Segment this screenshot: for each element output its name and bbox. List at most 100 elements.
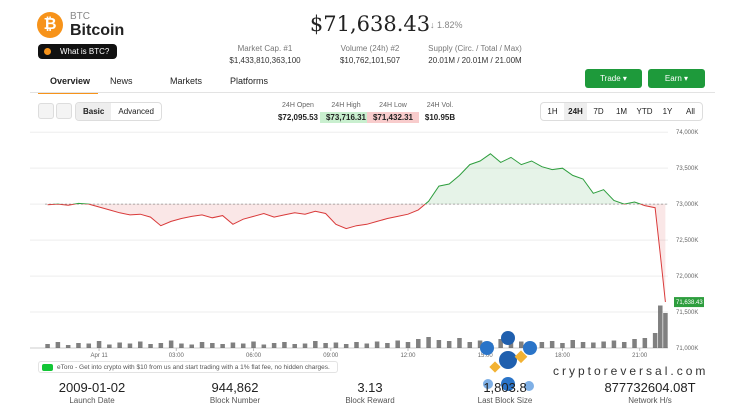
range-button[interactable]: 7D bbox=[593, 107, 604, 116]
day-stat-value: $71,432.31 bbox=[367, 112, 419, 123]
volume-bar bbox=[137, 341, 143, 348]
watermark: cryptoreversal.com bbox=[553, 364, 709, 378]
view-mode[interactable]: Basic bbox=[76, 103, 112, 120]
volume-bar bbox=[405, 342, 411, 348]
day-stat-label: 24H Low bbox=[379, 102, 407, 109]
volume-bar bbox=[374, 341, 380, 348]
price-line bbox=[47, 204, 666, 303]
stat-label: Volume (24h) #2 bbox=[340, 44, 400, 53]
last-price-tag bbox=[674, 297, 704, 308]
y-tick-label: 73,500K bbox=[676, 166, 698, 172]
tab[interactable]: Overview bbox=[38, 74, 98, 94]
day-stat-value: $10.95B bbox=[424, 113, 456, 122]
volume-bar bbox=[220, 344, 225, 348]
volume-bar bbox=[642, 338, 648, 348]
range-button[interactable]: All bbox=[686, 107, 695, 116]
volume-bar bbox=[199, 342, 205, 348]
footer-stat: 1,803.8 Last Block Size bbox=[435, 380, 575, 405]
x-tick-label: 03:00 bbox=[169, 353, 185, 359]
tab[interactable]: Markets bbox=[170, 76, 203, 86]
view-modes: Basic Advanced bbox=[75, 102, 162, 121]
volume-bar bbox=[282, 342, 287, 348]
info-chip[interactable]: What is BTC? bbox=[38, 44, 118, 59]
x-tick-label: 06:00 bbox=[246, 353, 262, 359]
last-price-label: 71,638.43 bbox=[676, 300, 703, 306]
volume-bar bbox=[601, 341, 606, 348]
volume-bar bbox=[271, 343, 277, 348]
day-stat: 24H Open $72,095.53 bbox=[272, 102, 324, 123]
x-tick-label: 09:00 bbox=[323, 353, 339, 359]
volume-bar bbox=[467, 342, 473, 348]
tab[interactable]: Platforms bbox=[230, 76, 269, 86]
footer-stat: 3.13 Block Reward bbox=[300, 380, 440, 405]
trade-button[interactable]: Trade bbox=[585, 69, 642, 88]
volume-bar bbox=[251, 341, 256, 348]
coin-symbol: BTC bbox=[70, 11, 90, 22]
watermark-logo bbox=[480, 331, 537, 391]
y-tick-label: 74,000K bbox=[676, 130, 698, 136]
volume-bar bbox=[261, 344, 267, 348]
volume-bar bbox=[107, 344, 112, 348]
coin-logo: ₿ bbox=[37, 12, 63, 38]
promo-banner[interactable]: eToro - Get into crypto with $10 from us… bbox=[38, 361, 338, 373]
volume-bar bbox=[45, 344, 50, 348]
volume-bar bbox=[96, 341, 102, 348]
volume-bar bbox=[416, 339, 421, 348]
footer-stat-label: Block Number bbox=[209, 396, 261, 405]
volume-bar bbox=[580, 342, 586, 348]
volume-bar bbox=[333, 342, 339, 348]
volume-bar bbox=[323, 343, 328, 348]
footer-stat: 944,862 Block Number bbox=[165, 380, 305, 405]
y-tick-label: 71,000K bbox=[676, 346, 698, 352]
volume-bar bbox=[65, 345, 71, 348]
range-button[interactable]: 1H bbox=[547, 107, 558, 116]
range-button[interactable]: 1M bbox=[615, 107, 628, 116]
x-tick-label: 18:00 bbox=[555, 353, 571, 359]
x-tick-label: 15:00 bbox=[478, 353, 494, 359]
day-stat: 24H High $73,716.31 bbox=[320, 102, 372, 123]
volume-bar bbox=[168, 340, 174, 348]
price-line bbox=[50, 153, 643, 205]
volume-bar bbox=[539, 342, 545, 348]
day-stat-label: 24H Vol. bbox=[426, 102, 454, 109]
day-stat: 24H Low $71,432.31 bbox=[367, 102, 419, 123]
volume-bar bbox=[426, 337, 431, 348]
day-stat-label: 24H High bbox=[331, 102, 361, 109]
tab[interactable]: News bbox=[110, 76, 133, 86]
volume-bar bbox=[230, 342, 236, 348]
volume-bar bbox=[498, 339, 503, 348]
volume-bar bbox=[55, 342, 61, 348]
day-stat: 24H Vol. $10.95B bbox=[414, 102, 466, 123]
volume-bar bbox=[518, 341, 524, 348]
view-mode[interactable]: Advanced bbox=[118, 107, 154, 116]
candle-icon[interactable] bbox=[56, 103, 72, 119]
volume-bar bbox=[395, 340, 400, 348]
volume-bar bbox=[240, 343, 246, 348]
range-button[interactable]: 24H bbox=[564, 103, 587, 120]
y-tick-label: 72,500K bbox=[676, 238, 698, 244]
coin-name: Bitcoin bbox=[70, 22, 125, 39]
volume-bar bbox=[457, 338, 462, 348]
footer-stat: 877732604.08T Network H/s bbox=[580, 380, 720, 405]
volume-bar bbox=[313, 341, 318, 348]
earn-button[interactable]: Earn bbox=[648, 69, 705, 88]
volume-bar bbox=[658, 305, 663, 348]
volume-bar bbox=[508, 342, 514, 348]
day-stat-value: $72,095.53 bbox=[277, 113, 319, 122]
volume-bar bbox=[591, 342, 596, 348]
volume-bar bbox=[446, 341, 452, 348]
range-selector: 1H 24H 7D 1M YTD 1Y All bbox=[540, 102, 703, 121]
range-button[interactable]: 1Y bbox=[662, 107, 673, 116]
volume-bar bbox=[343, 344, 349, 348]
volume-bar bbox=[127, 343, 133, 348]
volume-bar bbox=[385, 343, 390, 348]
chart-icon[interactable] bbox=[38, 103, 54, 119]
volume-bar bbox=[549, 341, 555, 348]
footer-stat-value: 877732604.08T bbox=[604, 380, 696, 395]
volume-bar bbox=[117, 342, 122, 348]
stat-value: $1,433,810,363,100 bbox=[229, 56, 301, 65]
footer-stat-label: Block Reward bbox=[345, 396, 395, 405]
range-button[interactable]: YTD bbox=[636, 107, 653, 116]
